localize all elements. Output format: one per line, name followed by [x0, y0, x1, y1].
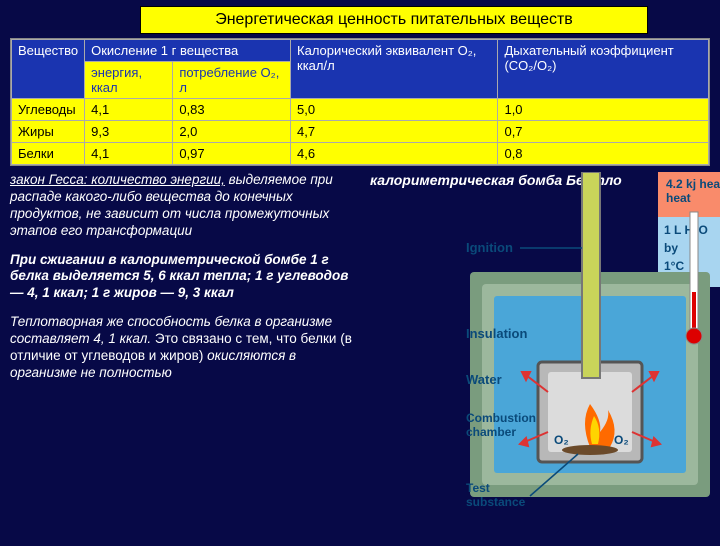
cell-o2: 2,0: [173, 121, 291, 143]
nutrient-table: Вещество Окисление 1 г вещества Калориче…: [10, 38, 710, 166]
water-eq-label3: 1°C: [664, 259, 684, 273]
heat-label2: heat: [666, 191, 691, 205]
cell-rq: 0,8: [498, 143, 709, 165]
cell-name: Углеводы: [12, 99, 85, 121]
page-title: Энергетическая ценность питательных веще…: [140, 6, 648, 34]
insulation-label: Insulation: [466, 326, 527, 341]
water-eq-label: 1 L H₂O: [664, 223, 708, 237]
col-energy: энергия, ккал: [85, 62, 173, 99]
test-label2: substance: [466, 495, 526, 509]
hess-law-paragraph: закон Гесса: количество энергии, выделяе…: [10, 172, 360, 240]
cell-name: Белки: [12, 143, 85, 165]
thermometer-bulb: [686, 328, 702, 344]
cell-rq: 1,0: [498, 99, 709, 121]
col-substance: Вещество: [12, 40, 85, 99]
cell-energy: 9,3: [85, 121, 173, 143]
table-row: Белки 4,1 0,97 4,6 0,8: [12, 143, 709, 165]
chamber-label2: chamber: [466, 425, 516, 439]
calorimeter-diagram: 4.2 kj heat heat 1 L H₂O by 1°C O₂ O₂: [460, 172, 720, 514]
cell-o2: 0,97: [173, 143, 291, 165]
title-text: Энергетическая ценность питательных веще…: [215, 11, 573, 28]
col-o2: потребление O₂, л: [173, 62, 291, 99]
o2-label-left: O₂: [554, 433, 569, 447]
table-header-row: Вещество Окисление 1 г вещества Калориче…: [12, 40, 709, 62]
water-label: Water: [466, 372, 502, 387]
chamber-label: Combustion: [466, 411, 536, 425]
o2-label-right: O₂: [614, 433, 629, 447]
ignition-rod: [582, 172, 600, 378]
table: Вещество Окисление 1 г вещества Калориче…: [11, 39, 709, 165]
cell-rq: 0,7: [498, 121, 709, 143]
cell-energy: 4,1: [85, 143, 173, 165]
cell-o2: 0,83: [173, 99, 291, 121]
cell-equiv: 5,0: [291, 99, 498, 121]
table-row: Жиры 9,3 2,0 4,7 0,7: [12, 121, 709, 143]
cell-name: Жиры: [12, 121, 85, 143]
cell-energy: 4,1: [85, 99, 173, 121]
col-equivalent: Калорический эквивалент O₂, ккал/л: [291, 40, 498, 99]
test-label: Test: [466, 481, 490, 495]
table-row: Углеводы 4,1 0,83 5,0 1,0: [12, 99, 709, 121]
test-substance-dish: [562, 445, 618, 455]
hess-law-lead: закон Гесса: количество энергии,: [10, 172, 225, 187]
text-column: закон Гесса: количество энергии, выделяе…: [10, 172, 360, 382]
water-eq-label2: by: [664, 241, 678, 255]
cell-equiv: 4,7: [291, 121, 498, 143]
heat-label: 4.2 kj heat: [666, 177, 720, 191]
ignition-label: Ignition: [466, 240, 513, 255]
col-rq: Дыхательный коэффициент (CO₂/O₂): [498, 40, 709, 99]
burn-paragraph: При сжигании в калориметрической бомбе 1…: [10, 252, 360, 303]
heat-paragraph: Теплотворная же способность белка в орга…: [10, 314, 360, 382]
cell-equiv: 4,6: [291, 143, 498, 165]
content-area: закон Гесса: количество энергии, выделяе…: [0, 172, 720, 532]
thermometer-mercury: [692, 292, 696, 332]
col-oxidation: Окисление 1 г вещества: [85, 40, 291, 62]
